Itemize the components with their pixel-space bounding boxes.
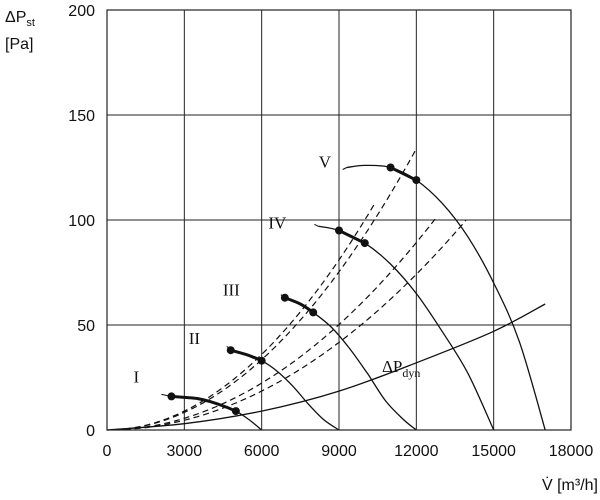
system-curve xyxy=(114,218,436,431)
y-axis-unit: [Pa] xyxy=(5,36,33,53)
fan-curve-label: V xyxy=(319,153,332,172)
fan-curve-label: II xyxy=(189,329,201,348)
x-tick-label: 6000 xyxy=(244,443,280,460)
fan-curve-operating-range xyxy=(284,296,315,314)
x-tick-label: 12000 xyxy=(394,443,439,460)
dynamic-pressure-label-main: ΔP xyxy=(382,357,402,376)
x-tick-label: 15000 xyxy=(471,443,516,460)
y-tick-label: 50 xyxy=(77,318,95,335)
operating-point-dot xyxy=(257,356,266,365)
fan-label-leader xyxy=(226,345,232,351)
operating-point-dot xyxy=(386,163,395,172)
fan-curve-operating-range xyxy=(230,348,263,363)
operating-point-dot xyxy=(335,226,343,235)
x-tick-label: 3000 xyxy=(167,443,203,460)
dynamic-pressure-line xyxy=(106,303,546,431)
y-axis-label-main: ΔP xyxy=(5,9,26,26)
dynamic-pressure-curve xyxy=(106,303,546,431)
system-curve xyxy=(114,148,417,431)
x-tick-label: 18000 xyxy=(549,443,594,460)
fan-curve-operating-range xyxy=(389,166,417,182)
operating-point-dot xyxy=(309,308,318,317)
fan-curve-v xyxy=(346,164,546,431)
fan-curve-label: III xyxy=(223,281,240,300)
tick-labels: 0 3000 6000 9000 12000 15000 18000 0 50 100 150 200 xyxy=(68,3,593,460)
fan-label-leader xyxy=(342,167,347,170)
fan-curve-label: I xyxy=(133,367,139,386)
operating-point-dot xyxy=(231,407,240,416)
y-tick-label: 100 xyxy=(68,213,95,230)
fan-label-leader xyxy=(280,294,286,299)
fan-label-leader xyxy=(161,393,172,397)
fan-curve-iv xyxy=(318,225,495,431)
y-tick-label: 0 xyxy=(86,423,95,440)
system-curves xyxy=(114,148,467,431)
x-axis-label: V̇ [m³/h] xyxy=(542,476,598,494)
y-tick-label: 150 xyxy=(68,108,95,125)
operating-point-dot xyxy=(360,239,369,248)
y-axis-label: ΔPst xyxy=(5,9,35,29)
system-curve xyxy=(114,219,467,431)
grid xyxy=(107,10,571,430)
dynamic-pressure-label-sub: dyn xyxy=(402,366,420,380)
fan-curve-label: IV xyxy=(268,213,287,232)
system-curve xyxy=(114,202,376,431)
fan-curve-operating-range xyxy=(171,394,237,413)
y-axis-label-sub: st xyxy=(26,17,35,29)
plot-frame xyxy=(106,9,572,431)
x-tick-label: 9000 xyxy=(321,443,357,460)
dynamic-pressure-label: ΔPdyn xyxy=(382,357,420,380)
y-tick-label: 200 xyxy=(68,3,95,20)
x-tick-label: 0 xyxy=(103,443,112,460)
operating-point-dot xyxy=(412,176,421,185)
fan-label-leader xyxy=(314,223,319,227)
